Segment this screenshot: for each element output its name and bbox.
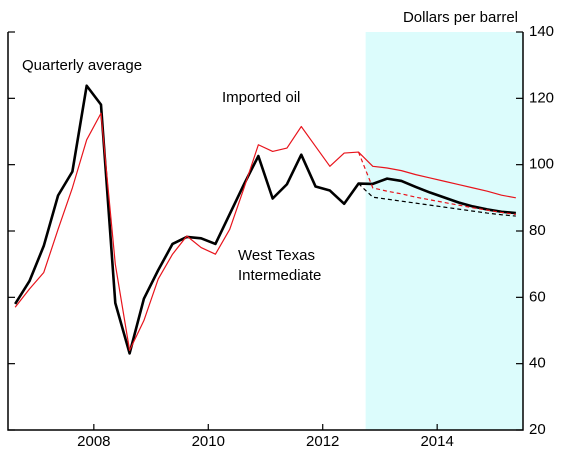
x-tick-label: 2012: [306, 433, 339, 450]
y-tick-label: 20: [529, 421, 546, 438]
y-tick-label: 140: [529, 23, 554, 40]
annotation: Quarterly average: [22, 57, 142, 74]
axis-frame: [7, 32, 524, 431]
y-tick-label: 100: [529, 156, 554, 173]
series-line: [358, 183, 516, 217]
y-tick-label: 80: [529, 222, 546, 239]
x-tick-label: 2014: [420, 433, 453, 450]
series-line: [14, 112, 516, 351]
series-line: [14, 84, 516, 355]
y-tick-label: 120: [529, 89, 554, 106]
annotation: Intermediate: [238, 267, 321, 284]
y-tick-label: 60: [529, 288, 546, 305]
y-axis-label: Dollars per barrel: [403, 9, 518, 26]
annotation: Imported oil: [222, 89, 300, 106]
forecast-region: [365, 32, 523, 430]
y-tick-label: 40: [529, 355, 546, 372]
x-tick-label: 2010: [192, 433, 225, 450]
series-line: [357, 151, 516, 216]
x-tick-label: 2008: [77, 433, 110, 450]
annotation: West Texas: [238, 247, 315, 264]
